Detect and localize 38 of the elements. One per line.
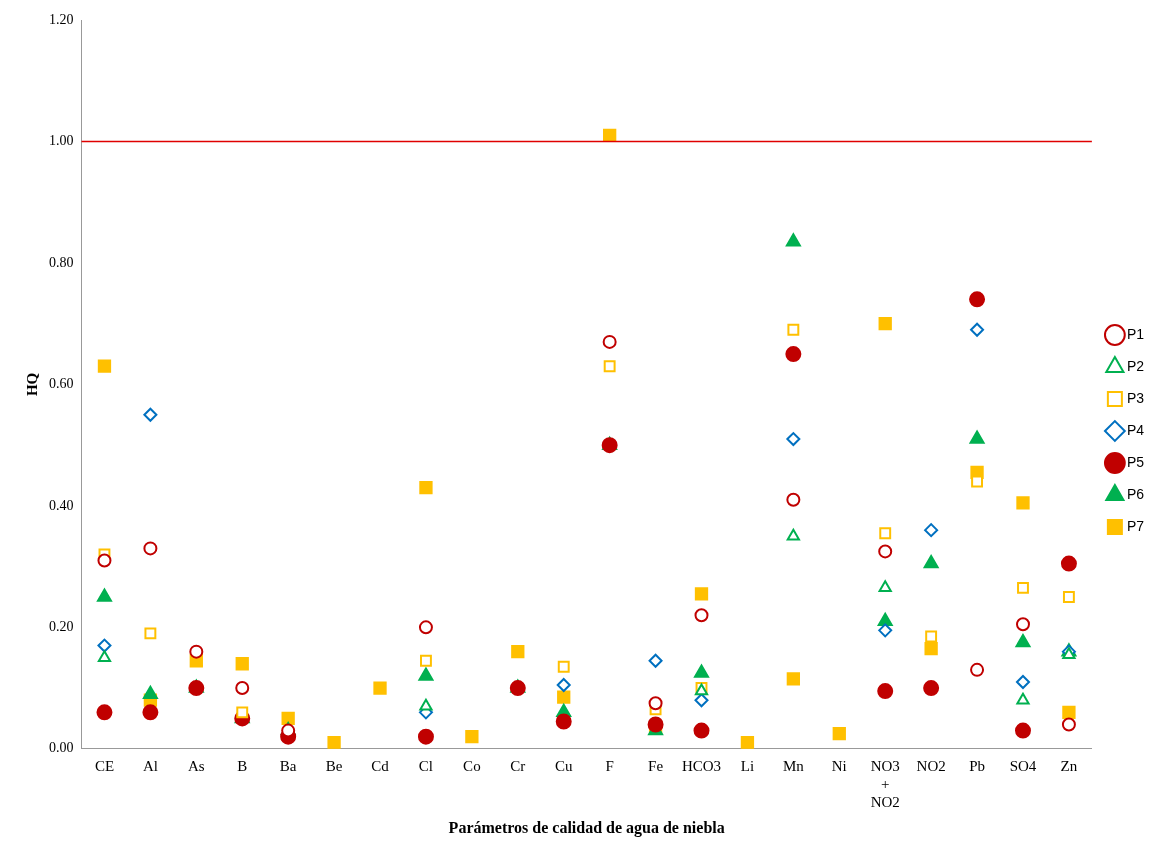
x-axis-title: Parámetros de calidad de agua de niebla bbox=[448, 818, 725, 837]
y-tick-label: 0.40 bbox=[49, 497, 74, 513]
legend-label: P7 bbox=[1126, 517, 1145, 534]
x-tick-label: Al bbox=[142, 757, 158, 774]
x-tick-label: F bbox=[605, 757, 614, 774]
x-tick-label: HCO3 bbox=[681, 757, 722, 774]
x-tick-label: Cl bbox=[418, 757, 434, 774]
x-tick-label: Cr bbox=[510, 757, 526, 774]
legend-label: P5 bbox=[1126, 453, 1145, 470]
y-tick-label: 0.20 bbox=[49, 619, 74, 635]
x-tick-label: Be bbox=[325, 757, 343, 774]
x-tick-label: Cu bbox=[554, 757, 573, 774]
x-tick-label: Ba bbox=[279, 757, 297, 774]
y-tick-label: 0.80 bbox=[49, 254, 74, 270]
x-tick-label: NO3 + NO2 bbox=[870, 757, 900, 810]
y-tick-label: 1.20 bbox=[49, 11, 74, 27]
y-tick-label: 1.00 bbox=[49, 133, 74, 149]
x-tick-label: B bbox=[237, 757, 248, 774]
x-tick-label: Cd bbox=[371, 757, 390, 774]
x-tick-label: Ni bbox=[831, 757, 847, 774]
legend-label: P4 bbox=[1126, 421, 1145, 438]
x-tick-label: As bbox=[187, 757, 205, 774]
x-tick-label: CE bbox=[94, 757, 115, 774]
y-axis-title: HQ bbox=[23, 372, 40, 397]
legend-label: P6 bbox=[1126, 485, 1145, 502]
y-tick-label: 0.60 bbox=[49, 376, 74, 392]
x-tick-label: Zn bbox=[1060, 757, 1078, 774]
legend-label: P3 bbox=[1126, 389, 1145, 406]
legend-label: P1 bbox=[1126, 325, 1145, 342]
y-tick-label: 0.00 bbox=[49, 740, 74, 756]
x-tick-label: Pb bbox=[969, 757, 985, 774]
x-tick-label: NO2 bbox=[916, 757, 946, 774]
x-tick-label: Fe bbox=[648, 757, 664, 774]
legend-label: P2 bbox=[1126, 357, 1145, 374]
x-tick-label: Mn bbox=[782, 757, 805, 774]
x-tick-label: SO4 bbox=[1009, 757, 1037, 774]
x-tick-label: Co bbox=[463, 757, 481, 774]
x-tick-label: Li bbox=[740, 757, 755, 774]
